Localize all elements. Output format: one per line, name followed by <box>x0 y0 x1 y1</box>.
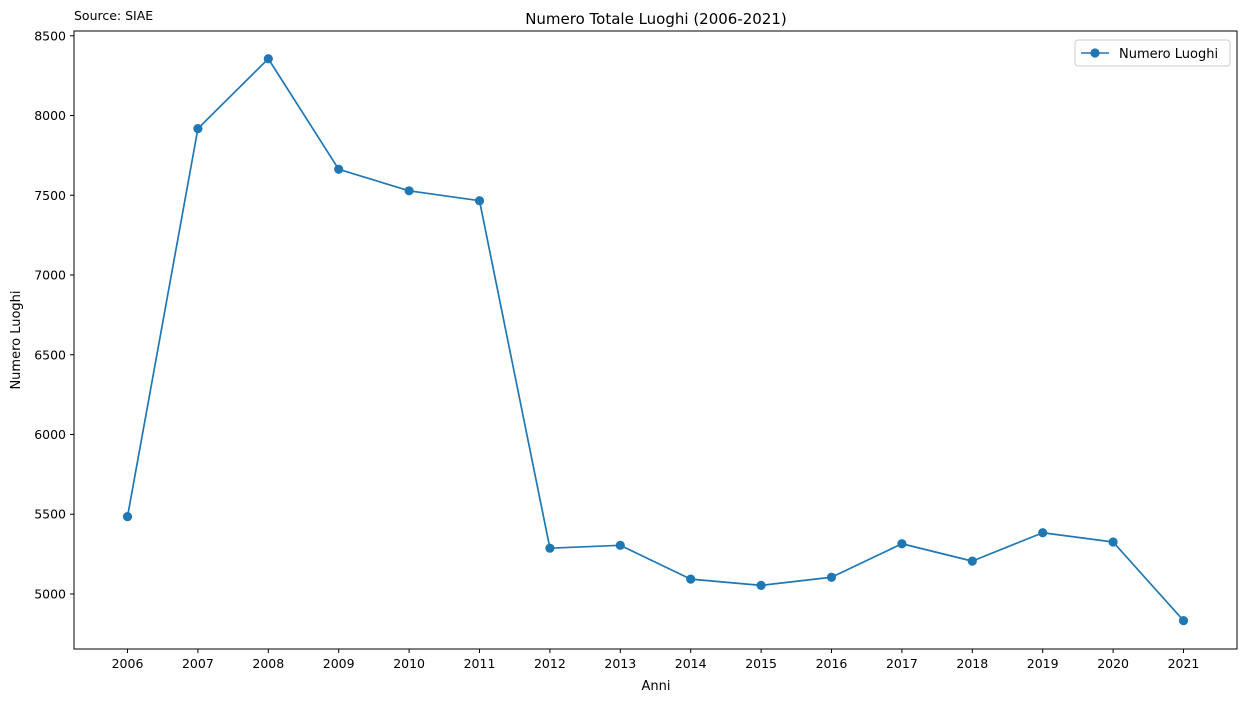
x-tick-label: 2010 <box>393 656 425 671</box>
x-axis-label: Anni <box>642 679 671 694</box>
x-tick-label: 2007 <box>182 656 214 671</box>
data-point <box>263 54 273 64</box>
data-point <box>1178 616 1189 626</box>
data-point <box>826 572 837 582</box>
legend-box <box>1074 39 1231 67</box>
x-tick-label: 2021 <box>1168 656 1200 671</box>
chart-title: Numero Totale Luoghi (2006-2021) <box>525 10 787 28</box>
y-tick-label: 6500 <box>34 347 66 362</box>
x-tick-label: 2019 <box>1027 656 1059 671</box>
data-point <box>474 196 485 206</box>
chart-source: Source: SIAE <box>74 8 153 23</box>
data-point <box>1038 528 1048 538</box>
data-point <box>967 556 977 566</box>
y-tick-label: 6000 <box>34 427 66 442</box>
x-tick-label: 2015 <box>745 656 777 671</box>
x-tick-label: 2020 <box>1097 656 1129 671</box>
data-point <box>615 540 625 550</box>
data-point <box>545 543 555 553</box>
data-point <box>334 164 344 174</box>
x-tick-label: 2012 <box>534 656 566 671</box>
data-point <box>193 124 203 134</box>
legend-marker <box>1090 48 1100 58</box>
data-point <box>404 186 414 196</box>
data-point <box>686 574 696 584</box>
x-tick-label: 2016 <box>816 656 848 671</box>
data-point <box>1108 537 1118 547</box>
data-point <box>897 539 907 549</box>
plot-area: 2006 2007 2008 2009 2010 2011 2012 2013 2014 2015… <box>34 28 1199 671</box>
x-tick-label: 2017 <box>886 656 918 671</box>
x-tick-label: 2011 <box>464 656 496 671</box>
y-axis-label: Numero Luoghi <box>9 290 24 389</box>
legend-label: Numero Luoghi <box>1119 47 1218 62</box>
x-tick-label: 2014 <box>675 656 707 671</box>
series-line <box>126 57 1185 622</box>
y-tick-label: 7000 <box>34 268 66 283</box>
x-tick-label: 2008 <box>252 656 284 671</box>
x-tick-label: 2018 <box>956 656 988 671</box>
plot-frame <box>73 30 1238 650</box>
x-tick-label: 2009 <box>323 656 355 671</box>
x-tick-label: 2006 <box>112 656 144 671</box>
data-point <box>756 580 766 590</box>
legend: Numero Luoghi <box>1074 39 1231 67</box>
y-tick-label: 8000 <box>34 108 66 123</box>
y-tick-label: 8500 <box>34 28 66 43</box>
y-tick-label: 5500 <box>34 507 66 522</box>
x-tick-label: 2013 <box>604 656 636 671</box>
data-point <box>122 512 133 522</box>
y-tick-label: 7500 <box>34 188 66 203</box>
y-tick-label: 5000 <box>34 586 66 601</box>
